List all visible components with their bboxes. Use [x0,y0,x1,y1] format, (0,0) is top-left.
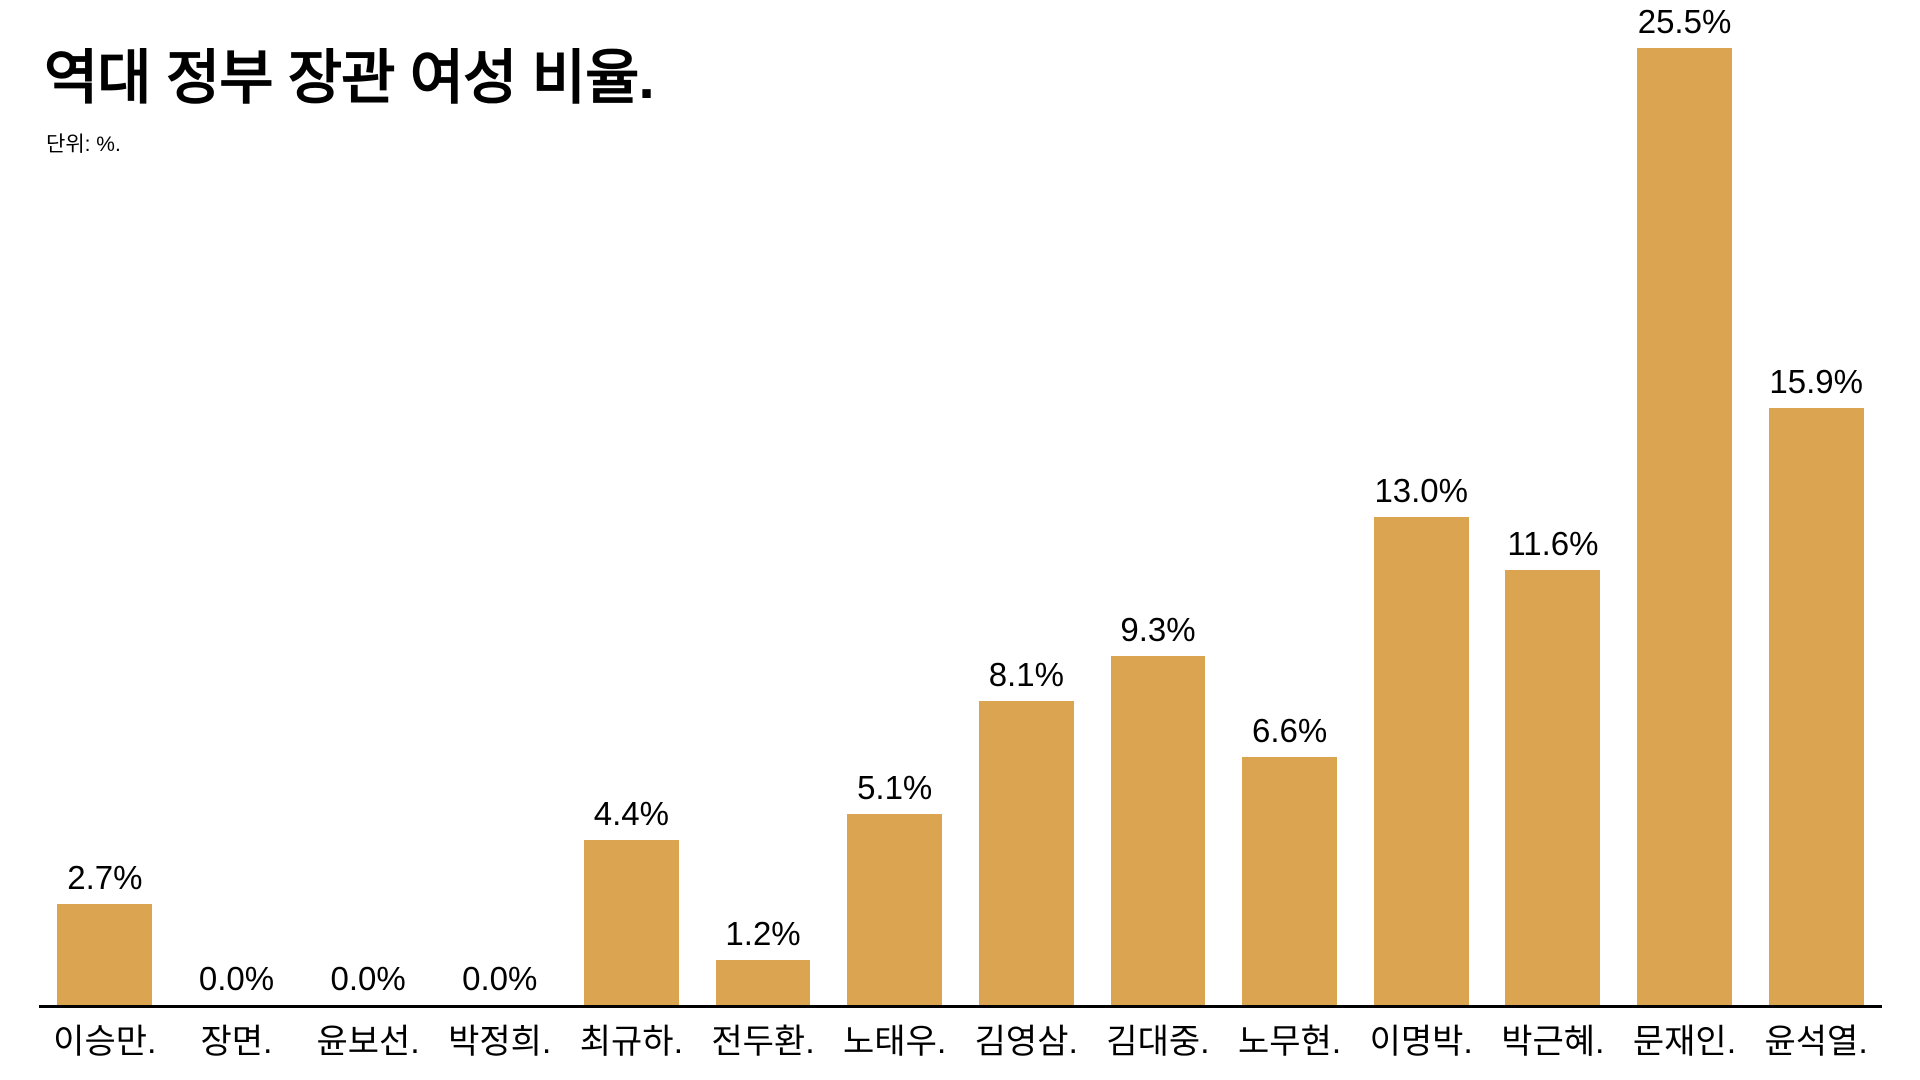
x-axis-label: 노무현. [1237,1023,1342,1061]
x-axis-label: 전두환. [711,1023,815,1061]
bar-slot-13: 25.5% [1619,3,1751,1005]
bar-11 [1373,517,1469,1005]
x-axis-line [39,1005,1882,1008]
bar-value-label: 11.6% [1507,524,1599,562]
bar-value-label: 5.1% [857,768,933,806]
bar-5 [583,840,679,1005]
bar-value-label: 0.0% [462,959,538,997]
bar-12 [1505,570,1601,1005]
bar-value-label: 2.7% [67,858,143,896]
bar-10 [1242,757,1337,1005]
x-axis-labels: 이승만. 장면. 윤보선. 박정희. 최규하. 전두환. 노태우. 김영삼. 김대중. 노무현. 이… [39,1022,1882,1063]
bar-slot-1: 2.7% [39,48,171,1005]
x-axis-label: 이명박. [1369,1023,1473,1061]
bar-value-label: 8.1% [988,655,1064,693]
bar-slot-9: 9.3% [1092,48,1224,1005]
x-axis-label: 장면. [200,1023,273,1061]
x-axis-label: 김영삼. [974,1023,1078,1061]
bar-slot-4: 0.0% [434,48,566,1005]
bar-1 [57,904,153,1005]
x-axis-label: 문재인. [1632,1023,1737,1061]
bar-value-label: 0.0% [330,959,406,997]
bar-13 [1637,48,1732,1005]
x-axis-label: 윤석열. [1764,1023,1868,1061]
bar-slot-11: 13.0% [1355,48,1487,1005]
bar-6 [715,960,811,1005]
bar-slot-6: 1.2% [697,48,829,1005]
bar-slot-5: 4.4% [566,48,698,1005]
x-axis-label: 김대중. [1106,1023,1210,1061]
bar-14 [1768,408,1864,1005]
bar-slot-3: 0.0% [302,48,434,1005]
bar-8 [978,701,1074,1005]
bar-value-label: 6.6% [1251,711,1328,749]
bar-7 [847,814,943,1005]
bar-value-label: 25.5% [1637,2,1732,40]
x-axis-label: 이승만. [53,1023,157,1061]
bar-9 [1110,656,1206,1005]
x-axis-label: 최규하. [579,1023,684,1061]
bar-value-label: 9.3% [1120,610,1196,648]
x-axis-label: 노태우. [843,1023,947,1061]
bar-slot-12: 11.6% [1487,48,1619,1005]
chart-unit-note: 단위: %. [46,133,121,156]
bar-value-label: 1.2% [725,914,801,952]
bar-slot-7: 5.1% [829,48,961,1005]
bar-value-label: 0.0% [198,959,275,997]
x-axis-label: 박정희. [448,1023,552,1061]
x-axis-label: 박근혜. [1501,1023,1605,1061]
bar-value-label: 13.0% [1374,471,1469,509]
bar-value-label: 4.4% [593,794,669,832]
x-axis-label: 윤보선. [316,1023,420,1061]
bar-slot-2: 0.0% [171,48,303,1005]
bar-slot-8: 8.1% [960,48,1092,1005]
bar-slot-14: 15.9% [1750,48,1882,1005]
bar-slot-10: 6.6% [1224,48,1356,1005]
bar-value-label: 15.9% [1769,362,1863,400]
bar-plot-area: 2.7% 0.0% 0.0% 0.0% 4.4% 1.2% 5.1% 8.1% 9.3% 6.6%… [39,3,1882,1005]
chart-title: 역대 정부 장관 여성 비율. [44,45,655,111]
